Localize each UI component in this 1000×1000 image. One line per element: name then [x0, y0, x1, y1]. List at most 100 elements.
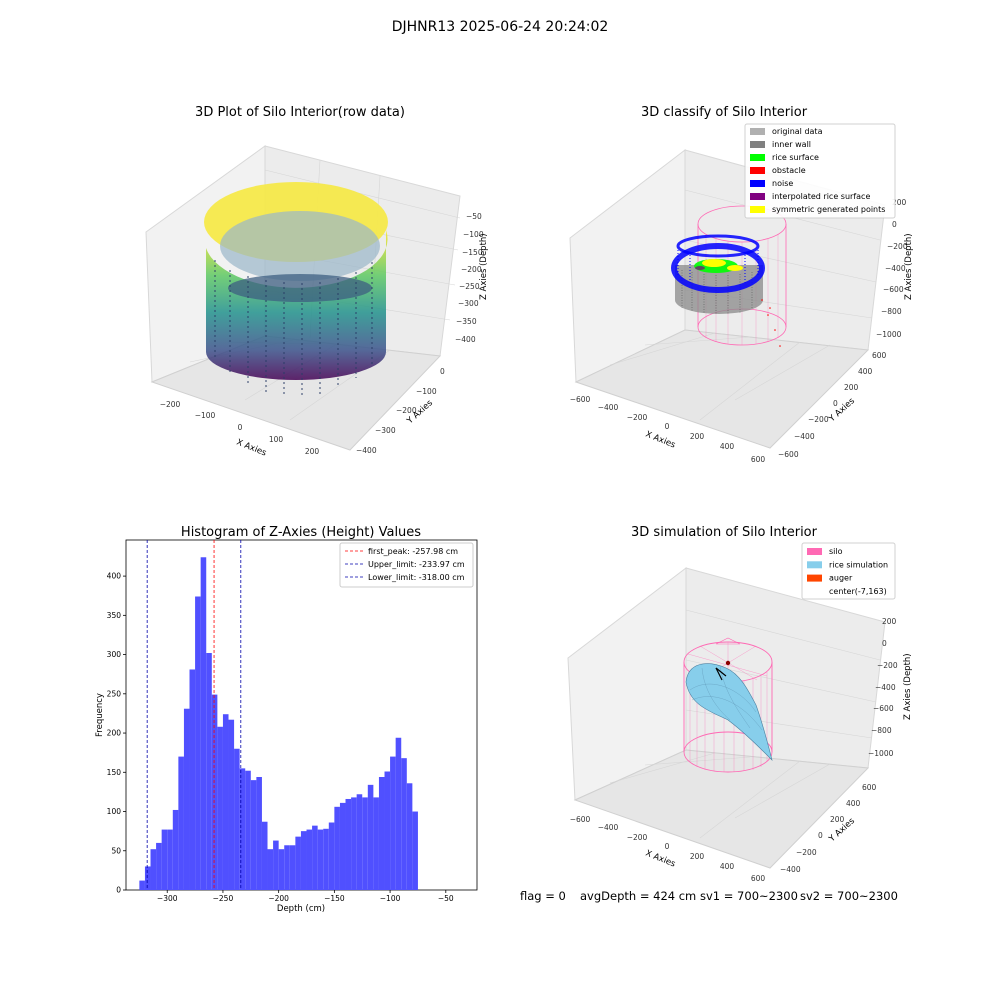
legend-label: interpolated rice surface — [772, 192, 870, 201]
histogram-bar — [156, 842, 162, 890]
status-sv1: sv1 = 700~2300 — [700, 889, 798, 903]
histogram-legend-label: Upper_limit: -233.97 cm — [368, 560, 465, 569]
sim-ztick: −1000 — [868, 749, 894, 758]
histogram-bar — [317, 829, 324, 890]
histogram-bar — [367, 784, 374, 890]
sim-ztick: −400 — [875, 683, 896, 692]
raw-ztick: −400 — [455, 335, 476, 344]
raw-ytick: −200 — [396, 406, 417, 415]
histogram-ylabel: Frequency — [95, 693, 105, 737]
histogram-bars — [139, 557, 418, 890]
raw-ytick: −400 — [356, 446, 377, 455]
classify-ztick: −1000 — [876, 330, 902, 339]
histogram-bar — [339, 802, 346, 890]
histogram-ytick-label: 0 — [116, 886, 121, 895]
classify-zlabel: Z Axies (Depth) — [904, 233, 914, 300]
status-flag: flag = 0 — [520, 889, 566, 903]
legend-swatch — [750, 180, 765, 187]
sim-xtick: 200 — [690, 852, 705, 861]
histogram-ytick-label: 200 — [107, 729, 122, 738]
raw-ytick: −300 — [375, 426, 396, 435]
histogram-bar — [234, 748, 240, 890]
histogram-bar — [395, 737, 402, 890]
raw-zlabel: Z Axies (Depth) — [479, 233, 489, 300]
histogram-bar — [161, 829, 168, 890]
figure-title: DJHNR13 2025-06-24 20:24:02 — [392, 19, 609, 35]
sim-ztick: −800 — [871, 726, 892, 735]
status-sv2: sv2 = 700~2300 — [800, 889, 898, 903]
classify-xlabel: X Axies — [644, 430, 677, 451]
histogram-bar — [222, 714, 229, 890]
panel-raw-title: 3D Plot of Silo Interior(row data) — [195, 105, 405, 120]
classify-xtick: 400 — [720, 442, 735, 451]
classify-ztick: −800 — [881, 307, 902, 316]
histogram-bar — [183, 708, 190, 890]
histogram-bar — [284, 845, 290, 890]
sim-ztick: −200 — [877, 661, 898, 670]
histogram-bar — [373, 797, 379, 890]
sim-ztick: 200 — [882, 617, 897, 626]
legend-label: silo — [829, 547, 843, 556]
histogram-bar — [178, 756, 184, 890]
raw-ztick: −250 — [459, 282, 480, 291]
sim-xtick: −400 — [598, 823, 619, 832]
histogram-bar — [144, 866, 151, 890]
legend-label: inner wall — [772, 140, 811, 149]
panel-simulation: 3D simulation of Silo Interior — [567, 525, 913, 883]
raw-xtick: −100 — [195, 411, 216, 420]
histogram-bar — [211, 694, 218, 890]
raw-xlabel: X Axies — [235, 438, 268, 459]
legend-swatch — [750, 154, 765, 161]
histogram-xlabel: Depth (cm) — [277, 904, 325, 914]
raw-ztick: −150 — [462, 248, 483, 257]
sim-ytick: 600 — [862, 783, 877, 792]
histogram-legend-label: first_peak: -257.98 cm — [368, 547, 458, 556]
classify-ztick: 0 — [892, 220, 897, 229]
histogram-bar — [406, 783, 413, 890]
histogram-bar — [267, 849, 274, 890]
histogram-bar — [256, 776, 262, 890]
histogram-bar — [390, 756, 396, 890]
histogram-ytick-label: 300 — [107, 650, 122, 659]
sim-xtick: 600 — [751, 874, 766, 883]
raw-ztick: −200 — [461, 265, 482, 274]
legend-swatch — [750, 167, 765, 174]
raw-ztick: −350 — [456, 317, 477, 326]
classify-pane-floor — [574, 329, 870, 449]
classify-xtick: −400 — [598, 403, 619, 412]
histogram-bar — [261, 821, 268, 890]
sim-legend: silo rice simulation auger center(-7,163) — [801, 542, 896, 600]
legend-label: rice simulation — [829, 560, 888, 569]
legend-swatch — [750, 141, 765, 148]
legend-label: noise — [772, 179, 793, 188]
legend-label: center(-7,163) — [829, 587, 887, 596]
classify-ytick: −400 — [794, 432, 815, 441]
sim-xlabel: X Axies — [644, 849, 677, 870]
histogram-bar — [200, 557, 207, 890]
classify-xtick: 600 — [751, 455, 766, 464]
histogram-yticks: 0 50 100 150 200 250 300 350 400 — [107, 572, 126, 895]
raw-ytick: 0 — [440, 367, 445, 376]
sim-zlabel: Z Axies (Depth) — [903, 653, 913, 720]
legend-swatch — [807, 561, 822, 569]
classify-xtick: 200 — [690, 432, 705, 441]
histogram-bar — [239, 768, 246, 890]
histogram-bar — [150, 849, 157, 890]
histogram-bar — [328, 822, 335, 890]
classify-ytick: 0 — [833, 399, 838, 408]
histogram-bar — [412, 811, 418, 890]
histogram-legend-label: Lower_limit: -318.00 cm — [368, 573, 465, 582]
histogram-legend: first_peak: -257.98 cm Upper_limit: -233.… — [339, 542, 474, 588]
sim-ytick: −400 — [780, 865, 801, 874]
histogram-xtick-label: −100 — [380, 894, 401, 903]
classify-xtick: −200 — [627, 413, 648, 422]
legend-swatch — [750, 193, 765, 200]
raw-xtick: 200 — [305, 447, 320, 456]
classify-noise — [671, 234, 765, 293]
histogram-xtick-label: −150 — [324, 894, 345, 903]
sim-ytick: 200 — [830, 815, 845, 824]
classify-rice-surface — [694, 259, 743, 273]
classify-ztick: −600 — [883, 285, 904, 294]
sim-xtick: −200 — [627, 833, 648, 842]
